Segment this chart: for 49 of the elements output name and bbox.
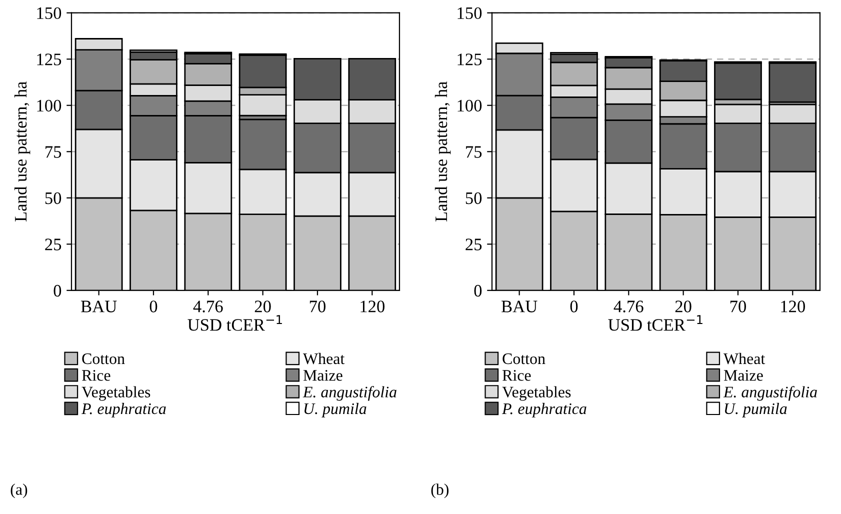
x-tick-label: 4.76	[193, 300, 223, 312]
legend-label: P. euphratica	[502, 402, 586, 418]
legend-label: Maize	[724, 370, 763, 381]
legend-label: E. angustifolia	[723, 386, 817, 401]
legend-label: P. euphratica	[81, 402, 166, 418]
legend-label: Maize	[303, 370, 342, 381]
x-tick-label: 0	[150, 300, 158, 312]
x-tick-label: 20	[254, 300, 271, 312]
y-tick-label: 150	[458, 7, 482, 20]
legend-label: E. angustifolia	[302, 386, 396, 401]
y-tick-label: 100	[37, 100, 62, 112]
legend-label: Wheat	[723, 352, 766, 364]
x-tick-label: 120	[781, 300, 805, 312]
text: (b)	[431, 484, 449, 498]
x-tick-label: 70	[310, 300, 326, 312]
y-axis-title: Land use pattern, ha	[434, 81, 451, 222]
legend-label: U. pumila	[724, 402, 787, 418]
legend-label: Cotton	[502, 353, 546, 364]
y-tick-label: 50	[45, 192, 62, 204]
x-tick-label: 120	[360, 300, 384, 312]
legend-label: Wheat	[302, 352, 345, 364]
x-axis-title: USD tCER$^{−1}$	[608, 315, 702, 331]
y-tick-label: 75	[466, 146, 482, 158]
y-tick-label: 25	[45, 238, 62, 250]
legend-label: Rice	[502, 370, 531, 381]
y-tick-label: 75	[46, 146, 62, 158]
x-tick-label: 0	[570, 300, 578, 312]
y-tick-label: 25	[466, 238, 482, 250]
x-tick-label: 70	[730, 300, 746, 312]
x-tick-label: BAU	[501, 300, 538, 312]
y-tick-label: 0	[474, 284, 482, 297]
y-tick-label: 125	[458, 54, 482, 66]
y-tick-label: 125	[37, 54, 62, 66]
legend-label: Rice	[82, 370, 110, 381]
legend-label: Cotton	[82, 353, 125, 364]
x-tick-label: 20	[675, 300, 692, 312]
y-tick-label: 50	[466, 192, 482, 204]
legend-label: Vegetables	[502, 386, 571, 401]
x-tick-label: BAU	[80, 300, 117, 312]
text: (a)	[10, 484, 28, 498]
x-tick-label: 4.76	[614, 300, 644, 312]
x-axis-title: USD tCER$^{−1}$	[188, 315, 282, 331]
legend-label: U. pumila	[304, 402, 366, 418]
legend-label: Vegetables	[82, 386, 150, 401]
y-tick-label: 100	[458, 100, 482, 112]
y-tick-label: 150	[37, 7, 62, 20]
y-tick-label: 0	[54, 284, 62, 297]
bar	[768, 62, 817, 103]
y-axis-title: Land use pattern, ha	[14, 81, 30, 222]
